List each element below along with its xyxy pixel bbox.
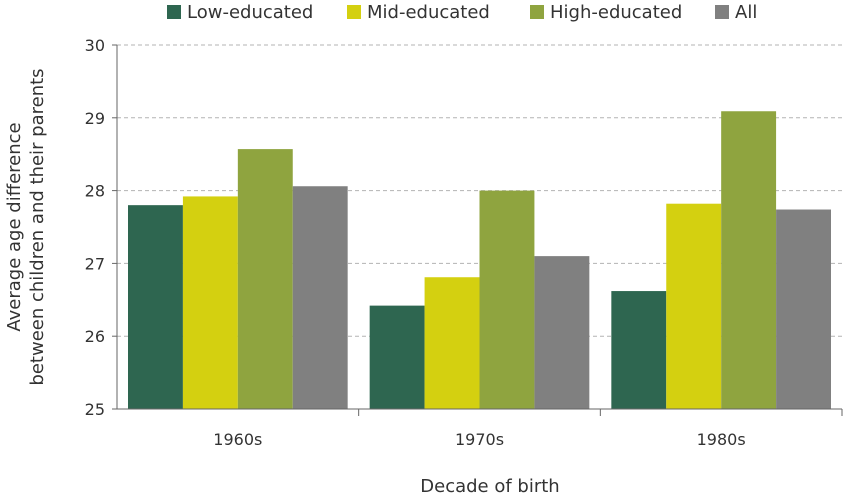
bar-low-educated-1980s: [611, 291, 667, 409]
y-tick-label: 26: [85, 327, 105, 346]
legend: Low-educated Mid-educated High-educated All: [167, 2, 757, 23]
y-axis-title-line-2: between children and their parents: [27, 68, 48, 385]
legend-swatch-high-educated: [530, 5, 544, 19]
legend-label: High-educated: [550, 2, 682, 23]
bar-mid-educated-1970s: [424, 277, 480, 409]
y-tick-label: 30: [85, 36, 105, 55]
x-tick-labels: 1960s 1970s 1980s: [213, 409, 843, 449]
y-tick-label: 27: [85, 254, 105, 273]
legend-swatch-low-educated: [167, 5, 181, 19]
x-axis-title: Decade of birth: [420, 476, 559, 495]
bar-all-1970s: [534, 256, 590, 409]
bar-mid-educated-1980s: [666, 203, 722, 409]
x-tick-label: 1960s: [213, 430, 262, 449]
legend-label: Low-educated: [187, 2, 313, 23]
legend-swatch-all: [715, 5, 729, 19]
y-tick-label: 29: [85, 109, 105, 128]
bars: [128, 111, 831, 410]
legend-swatch-mid-educated: [347, 5, 361, 19]
bar-all-1960s: [292, 186, 348, 409]
bar-low-educated-1970s: [369, 305, 425, 409]
bar-high-educated-1970s: [479, 190, 535, 409]
bar-mid-educated-1960s: [182, 196, 238, 409]
x-tick-label: 1970s: [455, 430, 504, 449]
y-tick-labels: 25 26 27 28 29 30: [85, 36, 105, 419]
bar-high-educated-1960s: [237, 149, 293, 409]
legend-label: All: [735, 2, 757, 23]
y-tick-label: 25: [85, 400, 105, 419]
bar-low-educated-1960s: [128, 205, 183, 409]
y-axis-title: Average age difference between children …: [4, 68, 48, 385]
y-axis-title-line-1: Average age difference: [4, 122, 25, 331]
bar-all-1980s: [776, 209, 831, 409]
bar-high-educated-1980s: [721, 111, 777, 410]
axes: [116, 45, 842, 410]
x-tick-label: 1980s: [697, 430, 746, 449]
y-tick-label: 28: [85, 182, 105, 201]
legend-label: Mid-educated: [367, 2, 490, 23]
